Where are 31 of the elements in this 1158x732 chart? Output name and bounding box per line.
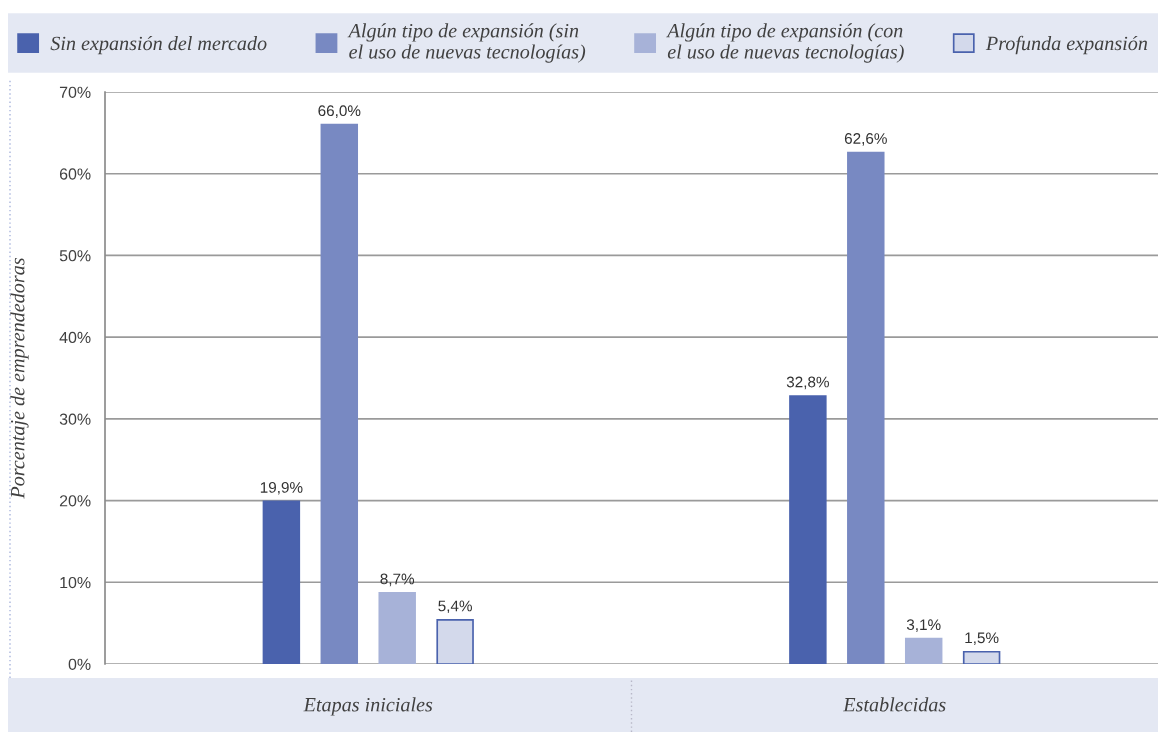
y-tick-label: 70% (59, 86, 91, 98)
data-label: 8,7% (380, 573, 415, 587)
bar (262, 500, 301, 664)
bar (904, 637, 943, 664)
legend-label: Algún tipo de expansión (sin el uso de nuevas tecnologías) (347, 23, 586, 63)
data-label: 62,6% (844, 133, 887, 146)
data-label: 1,5% (965, 632, 999, 645)
legend-label: Algún tipo de expansión (con el uso de nuevas tecnologías) (666, 23, 904, 63)
x-tick-label: Etapas iniciales (303, 697, 433, 716)
data-label: 32,8% (786, 376, 829, 390)
y-tick-label: 20% (59, 495, 91, 507)
bar (962, 650, 1001, 664)
bar (436, 619, 474, 664)
bar (320, 123, 359, 664)
y-tick-label: 60% (59, 168, 91, 180)
y-tick-label: 30% (59, 413, 91, 425)
y-tick-label: 50% (59, 250, 91, 262)
bar (789, 395, 827, 664)
legend-label: Profunda expansión (985, 35, 1148, 55)
y-tick-label: 10% (60, 576, 91, 589)
data-label: 3,1% (906, 619, 941, 632)
y-axis-title: Porcentaje de emprendedoras (10, 258, 29, 499)
bar (378, 592, 416, 664)
data-label: 66,0% (318, 105, 361, 118)
y-tick-label: 0% (68, 658, 91, 670)
legend-label: Sin expansión del mercado (50, 35, 267, 55)
y-tick-label: 40% (59, 331, 91, 344)
bar (847, 151, 885, 664)
data-label: 5,4% (438, 600, 472, 614)
x-tick-label: Establecidas (843, 697, 946, 712)
data-label: 19,9% (260, 481, 303, 495)
